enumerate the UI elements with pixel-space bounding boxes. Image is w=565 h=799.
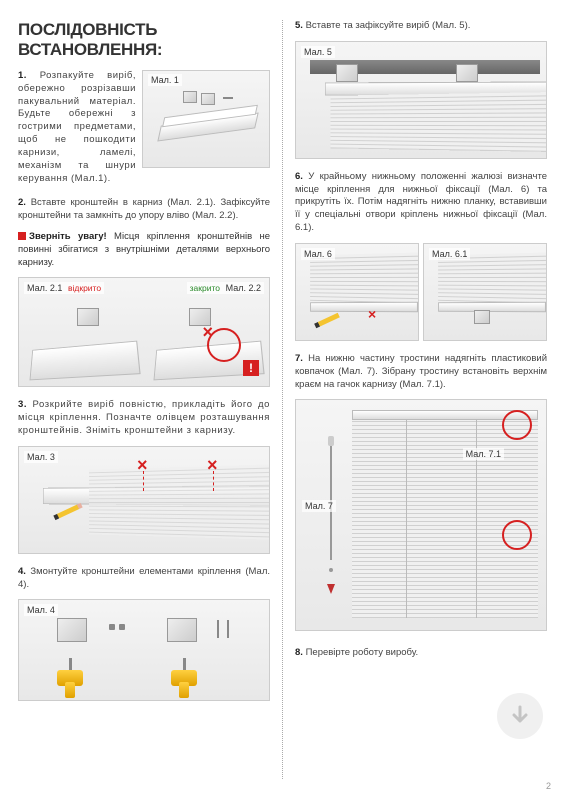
figure-1-label: Мал. 1 xyxy=(148,74,182,86)
figure-61: Мал. 6.1 xyxy=(423,243,547,341)
figure-22-label: Мал. 2.2 xyxy=(223,282,264,294)
step-3-text: 3. Розкрийте виріб повністю, прикладіть … xyxy=(18,399,270,437)
figure-5-label: Мал. 5 xyxy=(301,46,335,58)
step-2-warning: Зверніть увагу! Місця кріплення кронштей… xyxy=(18,231,270,269)
page-columns: ПОСЛІДОВНІСТЬ ВСТАНОВЛЕННЯ: 1. Розпакуйт… xyxy=(18,20,547,779)
closed-label: закрито xyxy=(187,282,223,294)
page-number: 2 xyxy=(546,781,551,791)
figure-5: Мал. 5 xyxy=(295,41,547,159)
figure-6: Мал. 6 × xyxy=(295,243,419,341)
watermark-icon xyxy=(497,693,543,739)
figure-61-label: Мал. 6.1 xyxy=(429,248,470,260)
step-8-text: 8. Перевірте роботу виробу. xyxy=(295,647,547,660)
open-label: відкрито xyxy=(65,282,104,294)
step-1-text: 1. Розпакуйте виріб, обережно розрізавши… xyxy=(18,70,136,185)
figure-7-label: Мал. 7 xyxy=(302,500,336,512)
step-5-text: 5. Вставте та зафіксуйте виріб (Мал. 5). xyxy=(295,20,547,33)
step-7-text: 7. На нижню частину тростини надягніть п… xyxy=(295,353,547,391)
figure-7: Мал. 7.1 Мал. 7 xyxy=(295,399,547,631)
page-title: ПОСЛІДОВНІСТЬ ВСТАНОВЛЕННЯ: xyxy=(18,20,270,60)
figure-71-label: Мал. 7.1 xyxy=(463,448,504,460)
figure-21-label: Мал. 2.1 xyxy=(24,282,65,294)
figure-6-group: Мал. 6 × Мал. 6.1 xyxy=(295,243,547,341)
left-column: ПОСЛІДОВНІСТЬ ВСТАНОВЛЕННЯ: 1. Розпакуйт… xyxy=(18,20,282,779)
figure-2: Мал. 2.1 відкрито закрито Мал. 2.2 × ! xyxy=(18,277,270,387)
warning-icon xyxy=(18,232,26,240)
step-4-text: 4. Змонтуйте кронштейни елементами кріпл… xyxy=(18,566,270,592)
figure-3: Мал. 3 × × xyxy=(18,446,270,554)
figure-4: Мал. 4 xyxy=(18,599,270,701)
warning-badge-icon: ! xyxy=(243,360,259,376)
step-2-text: 2. Вставте кронштейн в карниз (Мал. 2.1)… xyxy=(18,197,270,223)
right-column: 5. Вставте та зафіксуйте виріб (Мал. 5).… xyxy=(283,20,547,779)
figure-3-label: Мал. 3 xyxy=(24,451,58,463)
step-6-text: 6. У крайньому нижньому положенні жалюзі… xyxy=(295,171,547,235)
figure-1: Мал. 1 xyxy=(142,70,270,168)
figure-6-label: Мал. 6 xyxy=(301,248,335,260)
step-1-block: 1. Розпакуйте виріб, обережно розрізавши… xyxy=(18,70,270,185)
figure-4-label: Мал. 4 xyxy=(24,604,58,616)
